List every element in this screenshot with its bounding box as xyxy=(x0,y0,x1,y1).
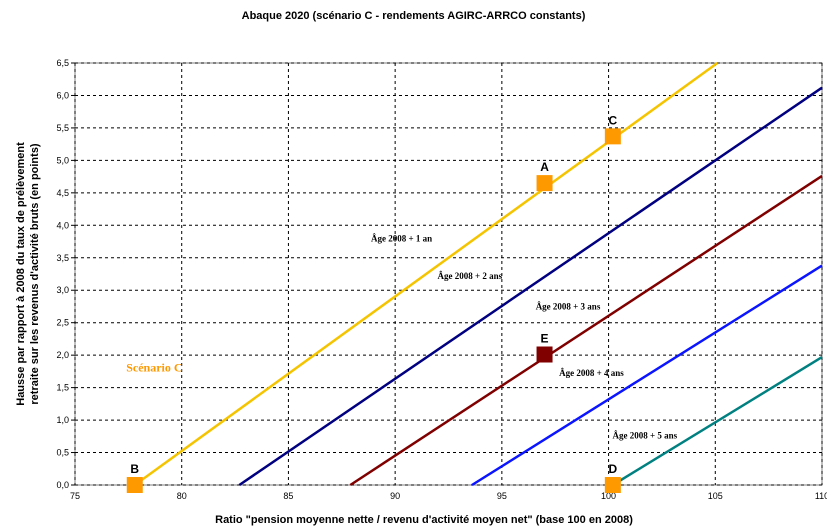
y-axis-title: Hausse par rapport à 2008 du taux de pré… xyxy=(15,142,41,406)
y-tick-label: 0,0 xyxy=(56,480,69,490)
point-label: A xyxy=(540,160,549,174)
y-tick-label: 3,5 xyxy=(56,253,69,263)
x-tick-label: 75 xyxy=(70,491,80,501)
y-tick-label: 2,0 xyxy=(56,350,69,360)
x-tick-label: 105 xyxy=(708,491,723,501)
y-tick-label: 6,0 xyxy=(56,90,69,100)
y-tick-label: 1,5 xyxy=(56,383,69,393)
y-tick-label: 5,0 xyxy=(56,155,69,165)
x-tick-label: 95 xyxy=(497,491,507,501)
x-axis-title: Ratio "pension moyenne nette / revenu d'… xyxy=(215,514,633,526)
point-label: E xyxy=(541,332,549,346)
line-label: Âge 2008 + 4 ans xyxy=(559,368,624,378)
x-tick-label: 110 xyxy=(815,491,827,501)
scenario-annotation: Scénario C xyxy=(126,360,182,374)
y-tick-label: 6,5 xyxy=(56,58,69,68)
y-tick-label: 1,0 xyxy=(56,415,69,425)
point-marker xyxy=(537,175,553,191)
line-label: Âge 2008 + 5 ans xyxy=(613,430,678,440)
y-tick-label: 4,5 xyxy=(56,188,69,198)
point-marker xyxy=(537,347,553,363)
line-label: Âge 2008 + 2 ans xyxy=(438,271,503,281)
point-marker xyxy=(127,477,143,493)
y-tick-label: 2,5 xyxy=(56,318,69,328)
y-tick-label: 4,0 xyxy=(56,220,69,230)
point-label: B xyxy=(130,462,139,476)
point-marker xyxy=(605,477,621,493)
point-label: D xyxy=(609,462,618,476)
x-tick-label: 80 xyxy=(177,491,187,501)
line-label: Âge 2008 + 3 ans xyxy=(536,302,601,312)
line-label: Âge 2008 + 1 an xyxy=(371,234,432,244)
point-marker xyxy=(605,128,621,144)
x-tick-label: 85 xyxy=(283,491,293,501)
x-tick-label: 90 xyxy=(390,491,400,501)
y-tick-label: 0,5 xyxy=(56,448,69,458)
y-tick-label: 3,0 xyxy=(56,285,69,295)
y-tick-label: 5,5 xyxy=(56,123,69,133)
point-label: C xyxy=(609,113,618,127)
y-axis-title-line2: retraite sur les revenus d'activité brut… xyxy=(29,143,41,405)
y-axis-title-line1: Hausse par rapport à 2008 du taux de pré… xyxy=(15,142,27,406)
